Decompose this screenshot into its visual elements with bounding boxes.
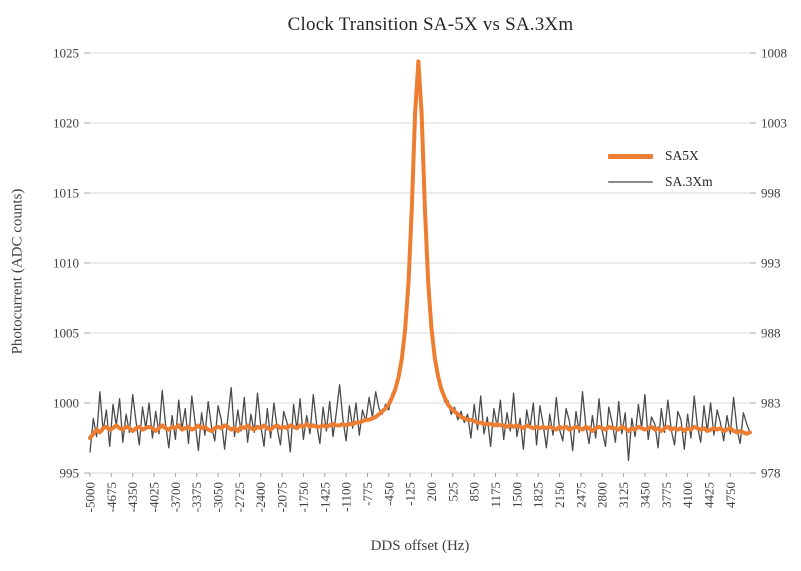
legend-line-sa5x-icon bbox=[608, 153, 653, 159]
y-axis-left-tick-label: 1025 bbox=[53, 46, 79, 61]
x-axis-tick-label: -4675 bbox=[104, 482, 119, 512]
y-axis-right-tick-label: 1008 bbox=[761, 46, 787, 61]
x-axis-tick-label: 4425 bbox=[702, 482, 717, 508]
x-axis-tick-label: -450 bbox=[381, 482, 396, 506]
x-axis-tick-label: 2475 bbox=[573, 482, 588, 508]
legend-label-sa5x: SA5X bbox=[665, 148, 699, 163]
legend: SA5X SA.3Xm bbox=[608, 143, 713, 195]
x-axis-tick-label: -4350 bbox=[125, 482, 140, 512]
legend-item-sa3xm: SA.3Xm bbox=[608, 169, 713, 195]
x-axis-tick-label: 200 bbox=[424, 482, 439, 502]
y-axis-left-tick-label: 995 bbox=[60, 466, 80, 481]
x-axis-tick-label: -2075 bbox=[275, 482, 290, 512]
x-axis-tick-label: 1175 bbox=[488, 482, 503, 508]
x-axis-tick-label: -775 bbox=[360, 482, 375, 506]
x-axis-tick-label: -5000 bbox=[83, 482, 98, 512]
x-axis-tick-label: 525 bbox=[445, 482, 460, 502]
x-axis-tick-label: 3125 bbox=[616, 482, 631, 508]
x-axis-tick-label: 2800 bbox=[595, 482, 610, 508]
legend-item-sa5x: SA5X bbox=[608, 143, 713, 169]
x-axis-tick-label: 3450 bbox=[637, 482, 652, 508]
y-axis-left-tick-label: 1000 bbox=[53, 396, 79, 411]
y-axis-right-tick-label: 978 bbox=[761, 466, 781, 481]
y-axis-left-tick-label: 1015 bbox=[53, 186, 79, 201]
x-axis-tick-label: 2150 bbox=[552, 482, 567, 508]
x-axis-title: DDS offset (Hz) bbox=[370, 538, 470, 554]
y-axis-left-tick-label: 1005 bbox=[53, 326, 79, 341]
x-axis-tick-label: -2400 bbox=[253, 482, 268, 512]
x-axis-tick-label: 1500 bbox=[509, 482, 524, 508]
y-axis-right-tick-label: 983 bbox=[761, 396, 781, 411]
x-axis-tick-label: -2725 bbox=[232, 482, 247, 512]
x-axis-tick-label: 1825 bbox=[531, 482, 546, 508]
x-axis-tick-label: 850 bbox=[467, 482, 482, 502]
x-axis-tick-label: -1750 bbox=[296, 482, 311, 512]
x-axis-tick-label: -4025 bbox=[147, 482, 162, 512]
x-axis-tick-label: -3050 bbox=[211, 482, 226, 512]
x-axis-tick-label: -3375 bbox=[189, 482, 204, 512]
legend-label-sa3xm: SA.3Xm bbox=[665, 174, 713, 189]
chart-title: Clock Transition SA-5X vs SA.3Xm bbox=[287, 14, 574, 35]
x-axis-tick-label: -1425 bbox=[317, 482, 332, 512]
y-axis-right-tick-label: 998 bbox=[761, 186, 781, 201]
x-axis-tick-label: 3775 bbox=[659, 482, 674, 508]
y-axis-right-tick-label: 988 bbox=[761, 326, 781, 341]
y-axis-right-tick-label: 1003 bbox=[761, 116, 787, 131]
y-axis-left-tick-label: 1020 bbox=[53, 116, 79, 131]
series-line-sa5x bbox=[88, 59, 752, 440]
y-axis-right-tick-label: 993 bbox=[761, 256, 781, 271]
x-axis-tick-label: -1100 bbox=[339, 482, 354, 512]
x-axis-tick-label: -3700 bbox=[168, 482, 183, 512]
x-axis-tick-label: 4100 bbox=[680, 482, 695, 508]
series-line-sa3xm bbox=[89, 73, 751, 462]
legend-line-sa3xm-icon bbox=[608, 181, 653, 183]
x-axis-tick-label: -125 bbox=[403, 482, 418, 506]
x-axis-tick-label: 4750 bbox=[723, 482, 738, 508]
y-axis-left-tick-label: 1010 bbox=[53, 256, 79, 271]
